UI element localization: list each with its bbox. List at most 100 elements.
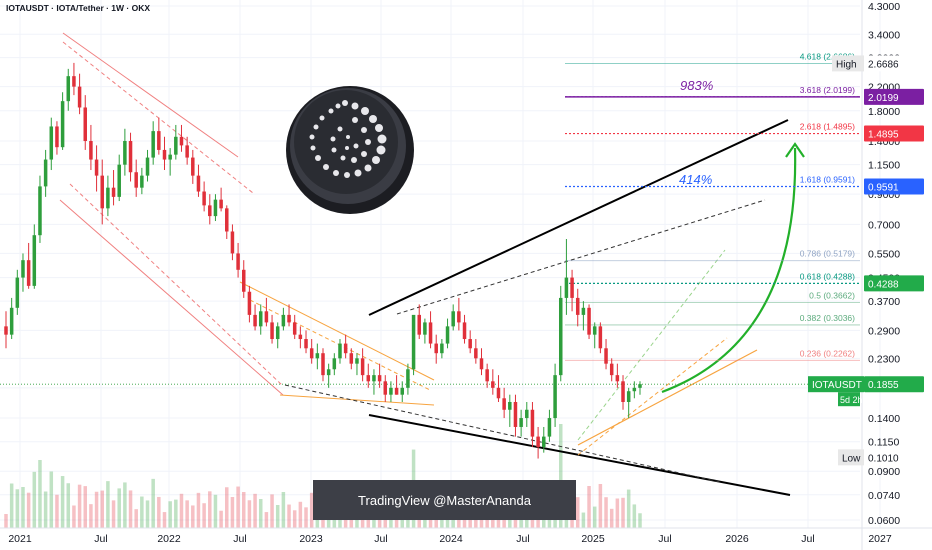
- volume-bar: [174, 499, 178, 528]
- candle-body: [253, 314, 257, 327]
- volume-bar: [4, 514, 8, 528]
- candle-body: [377, 375, 382, 382]
- candle-body: [451, 311, 455, 327]
- y-tick-label: 4.3000: [868, 1, 900, 13]
- price-tag: 0.1010 Low: [838, 449, 924, 466]
- price-tag-bg: [864, 178, 924, 195]
- candle-body: [128, 141, 133, 173]
- candle-body: [94, 159, 99, 176]
- volume-bar: [191, 505, 195, 528]
- logo-dot: [346, 135, 350, 139]
- candle-body: [117, 164, 121, 197]
- price-tag: 1.4895: [864, 125, 924, 142]
- volume-bar: [106, 481, 110, 528]
- price-tag-bg: [864, 55, 924, 72]
- candle-body: [609, 363, 614, 376]
- price-tag: 2.0199: [864, 88, 924, 105]
- candle-body: [332, 358, 337, 370]
- candle-body: [309, 348, 314, 359]
- candle-body: [525, 409, 529, 419]
- candle-body: [491, 381, 495, 388]
- price-tag-label: Low: [842, 453, 861, 464]
- volume-bar: [83, 486, 88, 528]
- candle-body: [626, 391, 631, 402]
- candle-body: [38, 186, 42, 236]
- volume-bar: [123, 482, 127, 528]
- wedge-bottom-line: [279, 394, 435, 406]
- volume-bar: [128, 490, 133, 528]
- logo-dot: [377, 134, 387, 144]
- logo-dot: [319, 115, 325, 121]
- candle-body: [292, 322, 297, 335]
- candle-body: [462, 322, 467, 340]
- x-tick-label: Jul: [374, 533, 387, 545]
- y-tick-label: 1.8000: [868, 106, 900, 118]
- candle-body: [304, 339, 308, 349]
- y-tick-label: 0.2300: [868, 353, 900, 365]
- projection-arrow: [661, 147, 797, 394]
- candle-body: [298, 334, 303, 340]
- logo-dot: [375, 124, 383, 132]
- candle-body: [366, 375, 371, 382]
- candle-body: [140, 175, 144, 188]
- volume-bar: [298, 501, 303, 528]
- volume-bar: [609, 508, 614, 528]
- countdown-bg: [838, 392, 860, 407]
- volume-bar: [213, 494, 218, 528]
- volume-bar: [225, 487, 229, 528]
- volume-bar: [615, 498, 620, 528]
- broadening-mid-dashed: [396, 199, 766, 315]
- candle-body: [615, 375, 620, 382]
- candle-body: [179, 136, 184, 146]
- candle-body: [519, 418, 523, 427]
- trendlines: [59, 32, 805, 496]
- iota-logo-icon: [286, 86, 414, 214]
- y-tick-label: 0.0900: [868, 466, 900, 478]
- logo-dot: [337, 126, 343, 132]
- candle-body: [400, 387, 405, 395]
- candle-body: [134, 172, 138, 188]
- volume-bar: [394, 515, 399, 528]
- volume-bar: [43, 491, 48, 528]
- candle-body: [587, 307, 591, 335]
- volume-bar: [15, 489, 20, 528]
- candle-body: [258, 311, 263, 327]
- price-tag: 2.6686 High: [832, 55, 924, 72]
- candle-body: [123, 141, 127, 165]
- gain-983-label: 983%: [680, 78, 714, 93]
- candle-body: [496, 387, 501, 399]
- candle-body: [32, 235, 37, 286]
- candle-body: [225, 208, 229, 232]
- candle-body: [66, 76, 71, 102]
- candle-body: [570, 277, 574, 298]
- candle-body: [485, 369, 489, 382]
- price-tag-value: 0.4288: [868, 279, 899, 290]
- volume-bar: [236, 486, 240, 528]
- support-line: [577, 349, 758, 446]
- candle-body: [592, 326, 597, 335]
- price-tag-bg: [864, 275, 924, 292]
- volume-bar: [55, 494, 59, 528]
- candle-body: [349, 353, 354, 364]
- candle-body: [411, 314, 416, 370]
- support-dashed: [577, 337, 728, 456]
- volume-bar: [151, 478, 155, 528]
- volume-bar: [94, 491, 99, 528]
- y-tick-label: 0.0600: [868, 515, 900, 527]
- y-tick-label: 0.2900: [868, 325, 900, 337]
- fib-label: 0.618 (0.4288): [800, 271, 855, 281]
- x-tick-label: Jul: [801, 533, 814, 545]
- candle-body: [174, 136, 178, 155]
- x-tick-label: Jul: [516, 533, 529, 545]
- candle-body: [394, 387, 399, 395]
- candle-body: [49, 126, 54, 160]
- x-tick-label: Jul: [658, 533, 671, 545]
- volume-bar: [185, 500, 189, 528]
- candle-body: [100, 175, 104, 209]
- candle-body: [264, 311, 269, 323]
- volume-bar: [72, 505, 76, 528]
- volume-bar: [525, 513, 529, 528]
- logo-dot: [344, 172, 350, 178]
- y-tick-label: 0.1150: [868, 437, 899, 449]
- countdown-label: 5d 2h: [840, 395, 863, 405]
